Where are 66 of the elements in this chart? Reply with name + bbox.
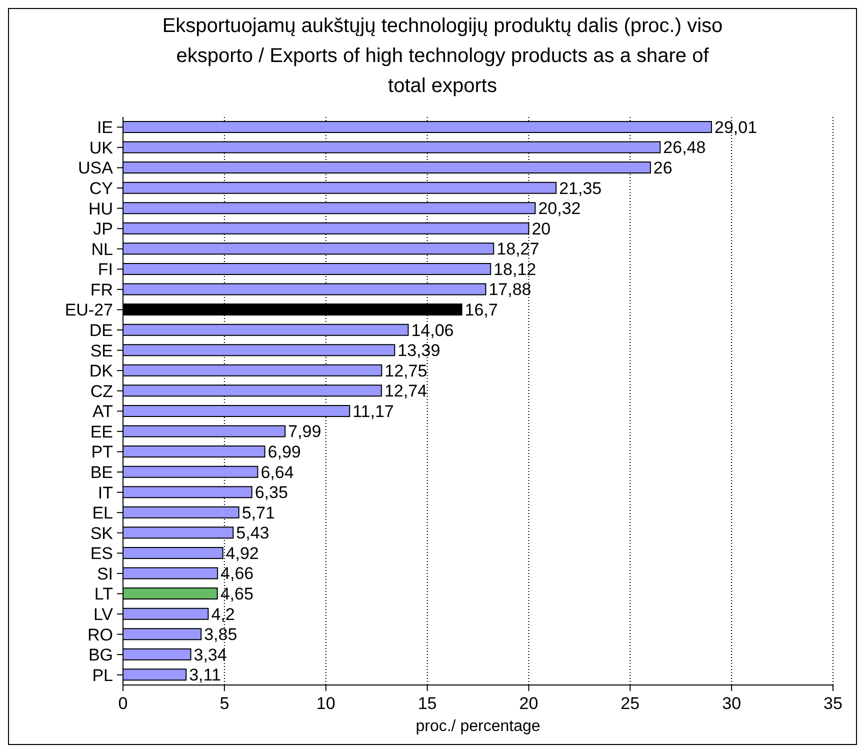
y-tick-label: SI bbox=[96, 564, 113, 584]
y-tick-label: JP bbox=[93, 220, 113, 239]
data-label: 17,88 bbox=[488, 280, 532, 300]
y-tick-label: PL bbox=[92, 666, 113, 685]
data-label: 20 bbox=[532, 219, 551, 238]
data-label: 5,71 bbox=[242, 503, 275, 522]
data-label: 7,99 bbox=[288, 422, 322, 442]
y-tick-label: IE bbox=[96, 118, 113, 138]
chart-title: Eksportuojamų aukštųjų technologijų produktų dalis (proc.) viso eksporto / Exports of high technology products as a share of total exports bbox=[161, 14, 724, 99]
y-tick-label: USA bbox=[78, 158, 114, 178]
y-tick-label: PT bbox=[91, 442, 113, 462]
data-label: 4,66 bbox=[220, 564, 254, 584]
data-label: 3,34 bbox=[194, 645, 227, 664]
y-tick-label: EE bbox=[90, 422, 113, 442]
x-tick-label: 5 bbox=[220, 694, 230, 714]
x-tick-label: 35 bbox=[824, 694, 842, 714]
data-label: 13,39 bbox=[398, 341, 440, 360]
y-tick-label: HU bbox=[88, 199, 113, 218]
data-label: 12,74 bbox=[384, 382, 427, 401]
y-tick-label: FI bbox=[98, 260, 113, 280]
data-label: 11,17 bbox=[352, 402, 394, 421]
data-label: 5,43 bbox=[236, 524, 270, 543]
data-label: 20,32 bbox=[538, 199, 581, 218]
y-tick-label: IT bbox=[98, 483, 113, 502]
y-tick-label: CZ bbox=[90, 382, 113, 401]
x-tick-label: 0 bbox=[118, 694, 128, 714]
x-axis-title: proc./ percentage bbox=[416, 718, 540, 735]
x-tick-label: 10 bbox=[316, 694, 336, 714]
y-tick-label: CY bbox=[89, 179, 113, 198]
data-label: 26 bbox=[653, 158, 672, 178]
data-label: 14,06 bbox=[411, 320, 454, 340]
x-tick-label: 20 bbox=[519, 694, 538, 714]
y-tick-label: UK bbox=[89, 138, 114, 158]
data-label: 12,75 bbox=[384, 361, 428, 380]
y-tick-label: NL bbox=[91, 240, 113, 259]
data-label: 6,99 bbox=[268, 442, 301, 462]
data-label: 3,11 bbox=[189, 666, 221, 685]
y-tick-label: AT bbox=[92, 402, 113, 422]
x-tick-label: 25 bbox=[620, 694, 640, 714]
y-tick-label: DK bbox=[89, 362, 114, 381]
data-label: 3,85 bbox=[204, 625, 238, 644]
data-label: 6,35 bbox=[254, 483, 288, 502]
y-tick-label: RO bbox=[88, 625, 113, 644]
x-tick-label: 15 bbox=[418, 694, 437, 714]
y-tick-label: SE bbox=[90, 341, 113, 360]
y-tick-label: DE bbox=[89, 321, 113, 340]
data-label: 4,92 bbox=[226, 544, 259, 563]
data-label: 4,65 bbox=[220, 584, 254, 604]
y-tick-label: BG bbox=[88, 646, 113, 665]
data-label: 21,35 bbox=[559, 178, 602, 198]
y-tick-label: SK bbox=[90, 524, 114, 543]
y-tick-label: LT bbox=[94, 584, 113, 604]
y-tick-label: BE bbox=[90, 463, 113, 482]
y-tick-label: EL bbox=[92, 504, 113, 523]
data-label: 26,48 bbox=[663, 138, 706, 158]
y-tick-label: LV bbox=[93, 605, 114, 624]
data-label: 6,64 bbox=[260, 462, 294, 482]
x-tick-label: 30 bbox=[722, 694, 742, 714]
data-label: 4,2 bbox=[211, 604, 235, 624]
data-label: 29,01 bbox=[714, 118, 758, 137]
data-label: 16,7 bbox=[464, 300, 498, 320]
y-tick-label: FR bbox=[90, 280, 113, 300]
y-tick-label: ES bbox=[90, 544, 113, 564]
data-label: 18,27 bbox=[496, 240, 540, 259]
y-tick-label: EU-27 bbox=[64, 300, 113, 320]
data-label: 18,12 bbox=[494, 260, 536, 279]
